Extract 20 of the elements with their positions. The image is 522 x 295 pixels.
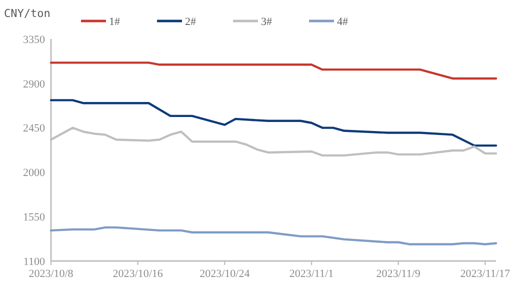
x-tick-label: 2023/10/8 [28, 268, 74, 280]
x-tick-label: 2023/10/16 [112, 268, 164, 280]
y-tick-label: 1550 [23, 211, 46, 224]
legend-label: 4# [337, 16, 348, 28]
legend-label: 2# [185, 16, 196, 28]
y-tick-label: 2000 [23, 167, 46, 180]
x-tick-label: 2023/10/24 [200, 268, 250, 280]
y-tick-label: 2900 [23, 78, 46, 90]
legend-label: 3# [261, 16, 272, 28]
y-axis-title: CNY/ton [4, 7, 50, 20]
x-tick-label: 2023/11/17 [460, 268, 510, 280]
x-tick-label: 2023/11/9 [376, 268, 421, 280]
x-tick-label: 2023/11/1 [289, 268, 334, 280]
line-series [50, 99, 498, 147]
y-tick-label: 1100 [23, 256, 46, 268]
y-tick-label: 2450 [23, 122, 46, 135]
line-series [50, 226, 498, 246]
line-series [50, 62, 498, 80]
y-tick-label: 3350 [23, 34, 46, 46]
legend-label: 1# [109, 16, 120, 28]
